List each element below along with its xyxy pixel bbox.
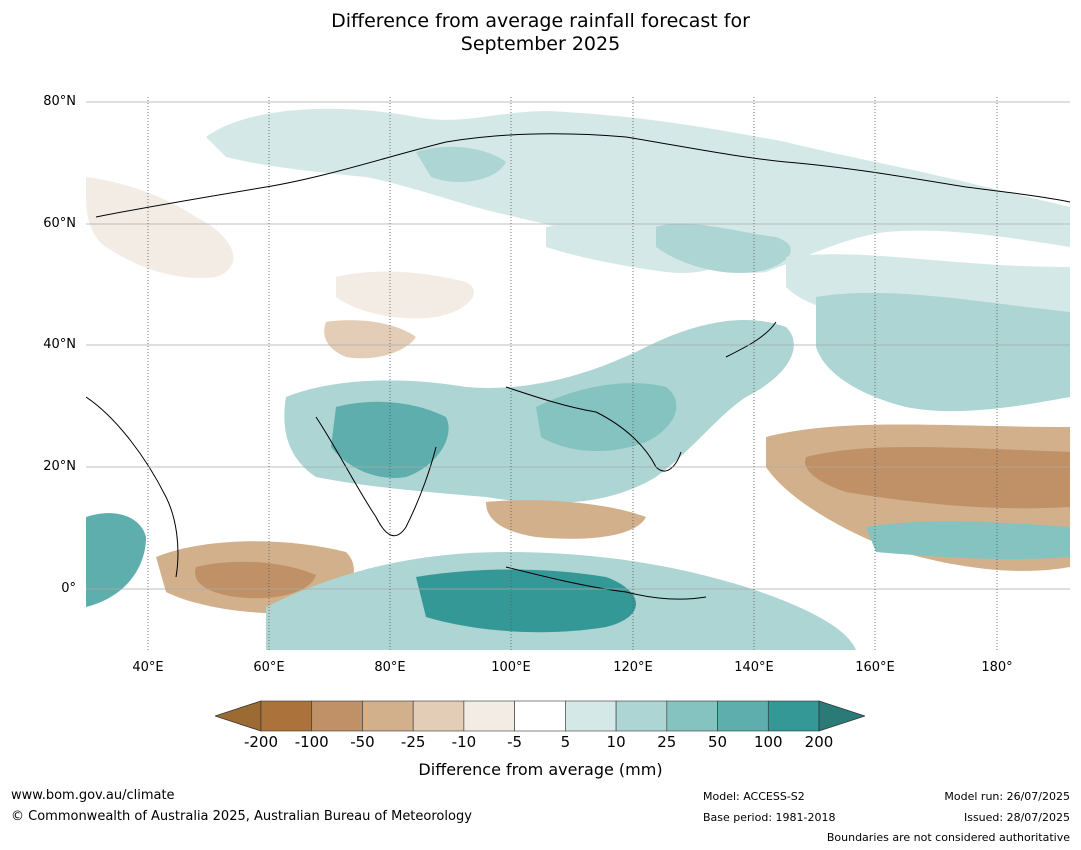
disclaimer-text: Boundaries are not considered authoritat… [826,831,1070,844]
colorbar-swatch [463,700,515,732]
colorbar-swatch [514,700,566,732]
lon-label-120e: 120°E [613,660,653,675]
anomaly-arctic-1 [206,108,1070,273]
model-run-text: Model run: 26/07/2025 [944,790,1070,803]
colorbar-tick-label: -5 [507,733,523,751]
anomaly-arctic-2 [416,146,506,182]
colorbar-tick-label: -100 [294,733,329,751]
longitude-gridlines [147,97,998,650]
lat-label-40n: 40°N [43,337,76,352]
colorbar-swatch [362,700,414,732]
colorbar-swatch [666,700,718,732]
copyright-text: © Commonwealth of Australia 2025, Austra… [11,809,472,824]
anomaly-africa-wet [86,513,146,607]
colorbar-tick-label: 200 [804,733,834,751]
map-svg [86,97,1070,650]
coastline-indonesia [505,566,707,600]
colorbar-swatch [412,700,465,732]
coastline-china [505,386,682,472]
lon-label-40e: 40°E [132,660,164,675]
lat-label-20n: 20°N [43,459,76,474]
colorbar-swatch [311,700,363,732]
colorbar-tick-label: -25 [400,733,426,751]
colorbar-tick-label: 50 [707,733,728,751]
colorbar-swatch [767,700,820,732]
coastline-africa [86,396,179,578]
lon-label-180: 180° [981,660,1013,675]
lon-label-140e: 140°E [734,660,774,675]
colorbar-swatch [260,700,313,732]
anomaly-west-europe [86,177,234,278]
title-line-1: Difference from average rainfall forecas… [331,10,750,32]
colorbar-tick-label: 5 [560,733,571,751]
rainfall-map [86,97,1070,650]
colorbar-extend-low [215,700,262,732]
colorbar-tick-label: -10 [451,733,477,751]
map-title: Difference from average rainfall forecas… [0,10,1081,56]
colorbar-label: Difference from average (mm) [418,760,663,779]
lon-label-160e: 160°E [855,660,895,675]
anomaly-east-pacific-wet [866,521,1070,560]
lat-label-0: 0° [61,581,76,596]
anomaly-central-asia [336,271,475,319]
coastline-india [315,416,437,537]
anomaly-pacific-dry-core [805,447,1070,509]
colorbar-swatch [717,700,769,732]
lat-label-80n: 80°N [43,94,76,109]
model-text: Model: ACCESS-S2 [703,790,805,803]
colorbar-extend-high [818,700,865,732]
colorbar-tick-label: -200 [243,733,279,751]
website-text: www.bom.gov.au/climate [11,788,175,803]
anomaly-bay-dry [486,500,646,539]
anomaly-siberia [656,223,791,273]
colorbar [215,700,865,732]
lon-label-60e: 60°E [253,660,285,675]
colorbar-swatch [615,700,668,732]
colorbar-tick-label: 25 [657,733,677,751]
issued-text: Issued: 28/07/2025 [963,811,1070,824]
lon-label-100e: 100°E [491,660,531,675]
title-line-2: September 2025 [460,33,621,55]
anomaly-maritime-core [416,569,636,633]
colorbar-tick-label: 100 [753,733,783,751]
latitude-gridlines [86,101,1070,590]
anomaly-tibet-dry [324,320,416,359]
colorbar-tick-label: -50 [350,733,375,751]
lat-label-60n: 60°N [43,216,76,231]
base-period-text: Base period: 1981-2018 [703,811,836,824]
anomaly-pacific-mid [816,292,1070,412]
coastline-eurasia [95,133,1070,218]
colorbar-swatch [565,700,617,732]
coastline-japan [725,321,777,358]
colorbar-tick-label: 10 [606,733,626,751]
lon-label-80e: 80°E [374,660,406,675]
